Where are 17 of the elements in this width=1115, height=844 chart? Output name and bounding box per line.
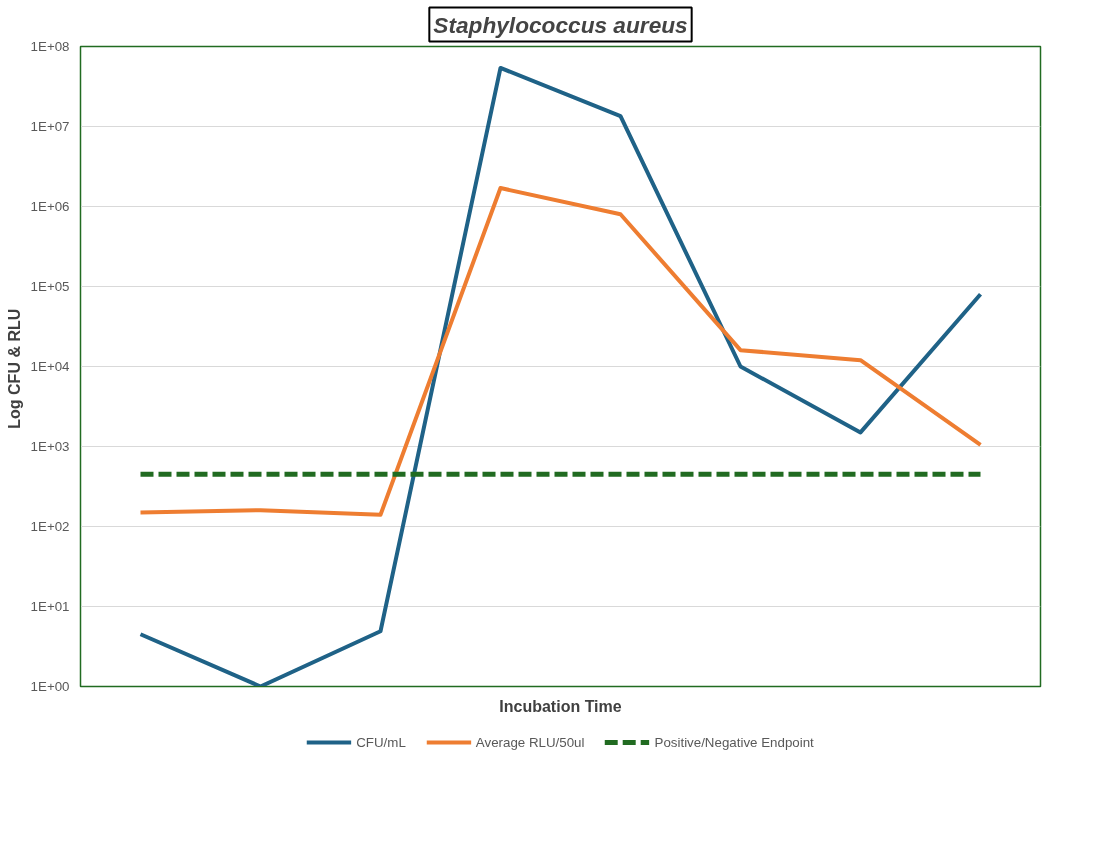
chart-title: Staphylococcus aureus	[433, 11, 688, 38]
x-axis-title: Incubation Time	[499, 697, 622, 715]
y-tick-label: 1E+01	[30, 599, 70, 614]
legend-label: CFU/mL	[356, 734, 406, 750]
y-tick-label: 1E+06	[30, 199, 70, 214]
y-tick-label: 1E+02	[30, 519, 70, 534]
y-tick-label: 1E+08	[30, 39, 70, 54]
y-tick-label: 1E+04	[30, 359, 71, 374]
legend-label: Average RLU/50ul	[475, 734, 585, 750]
line-series	[138, 186, 983, 517]
y-tick-label: 1E+05	[30, 279, 70, 294]
line-series	[138, 65, 983, 687]
y-axis-title: Log CFU & RLU	[5, 308, 23, 429]
y-tick-label: 1E+03	[30, 439, 70, 454]
y-tick-label: 1E+07	[30, 119, 70, 134]
y-tick-label: 1E+00	[30, 679, 70, 694]
legend-label: Positive/Negative Endpoint	[654, 734, 814, 750]
